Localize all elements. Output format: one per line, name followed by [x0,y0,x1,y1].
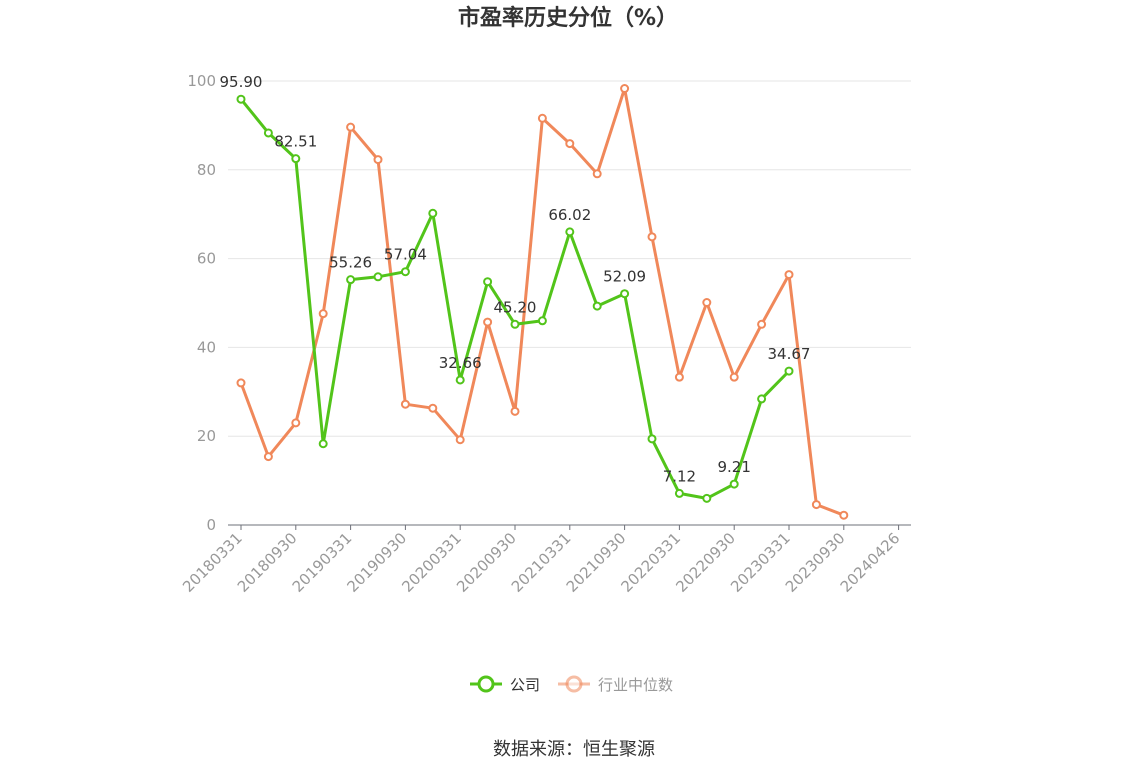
company-point[interactable] [647,434,657,444]
company-point[interactable] [400,267,410,277]
company-data-label: 95.90 [220,73,263,91]
company-point[interactable] [729,479,739,489]
company-point[interactable] [674,488,684,498]
legend-industry-label: 行业中位数 [598,676,673,694]
legend-company-marker [477,675,495,693]
data-labels: 95.90 82.51 55.26 57.04 32.66 45.20 66.02 52.09… [220,73,811,485]
company-point[interactable] [455,375,465,385]
y-tick-label: 20 [197,427,216,445]
y-tick-label: 80 [197,161,216,179]
industry-median-point[interactable] [702,298,712,308]
company-point[interactable] [428,208,438,218]
legend[interactable]: 公司 行业中位数 [470,675,673,694]
company-point[interactable] [236,94,246,104]
industry-median-point[interactable] [537,113,547,123]
industry-median-point[interactable] [455,435,465,445]
industry-median-point[interactable] [592,169,602,179]
y-tick-label: 40 [197,338,216,356]
legend-company-label: 公司 [510,676,540,694]
legend-item-industry[interactable]: 行业中位数 [558,675,673,694]
industry-median-point[interactable] [400,399,410,409]
company-point[interactable] [537,316,547,326]
legend-industry-marker [565,675,583,693]
industry-median-point[interactable] [811,500,821,510]
series-company [236,94,794,503]
legend-item-company[interactable]: 公司 [470,675,540,694]
y-tick-label: 0 [206,516,216,534]
industry-median-point[interactable] [346,122,356,132]
company-point[interactable] [565,227,575,237]
company-point[interactable] [592,301,602,311]
company-data-label: 34.67 [768,345,811,363]
company-data-label: 32.66 [439,354,482,372]
company-point[interactable] [784,366,794,376]
company-point[interactable] [263,128,273,138]
y-tick-label: 100 [187,72,216,90]
industry-median-point[interactable] [236,378,246,388]
company-data-label: 7.12 [663,467,696,485]
industry-median-point[interactable] [428,403,438,413]
series-industry-median [236,84,849,520]
industry-median-point[interactable] [510,406,520,416]
company-point[interactable] [373,272,383,282]
industry-median-point[interactable] [674,372,684,382]
industry-median-point[interactable] [318,309,328,319]
industry-median-point[interactable] [620,84,630,94]
company-data-label: 55.26 [329,254,372,272]
company-data-label: 57.04 [384,246,427,264]
industry-median-point[interactable] [483,317,493,327]
x-axis: 2018033120180930201903312019093020200331… [179,524,911,596]
company-data-label: 52.09 [603,268,646,286]
company-point[interactable] [702,493,712,503]
company-point[interactable] [291,154,301,164]
industry-median-point[interactable] [565,139,575,149]
industry-median-point[interactable] [757,319,767,329]
industry-median-point[interactable] [291,418,301,428]
company-data-label: 82.51 [274,133,317,151]
data-source: 数据来源：恒生聚源 [493,739,655,760]
company-point[interactable] [620,289,630,299]
company-point[interactable] [318,439,328,449]
company-data-label: 45.20 [494,298,537,316]
company-point[interactable] [757,394,767,404]
company-point[interactable] [346,275,356,285]
industry-median-point[interactable] [729,372,739,382]
industry-median-point[interactable] [647,232,657,242]
company-point[interactable] [483,277,493,287]
industry-median-point[interactable] [263,452,273,462]
y-tick-label: 60 [197,250,216,268]
chart-title: 市盈率历史分位（%） [458,5,678,31]
company-data-label: 66.02 [548,206,591,224]
y-axis: 0 20 40 60 80 100 [187,72,216,534]
industry-median-point[interactable] [839,510,849,520]
company-data-label: 9.21 [717,458,750,476]
industry-median-point[interactable] [784,270,794,280]
industry-median-point[interactable] [373,155,383,165]
industry-median-line [239,87,845,517]
x-tick-label: 20240426 [837,529,904,596]
company-point[interactable] [510,319,520,329]
